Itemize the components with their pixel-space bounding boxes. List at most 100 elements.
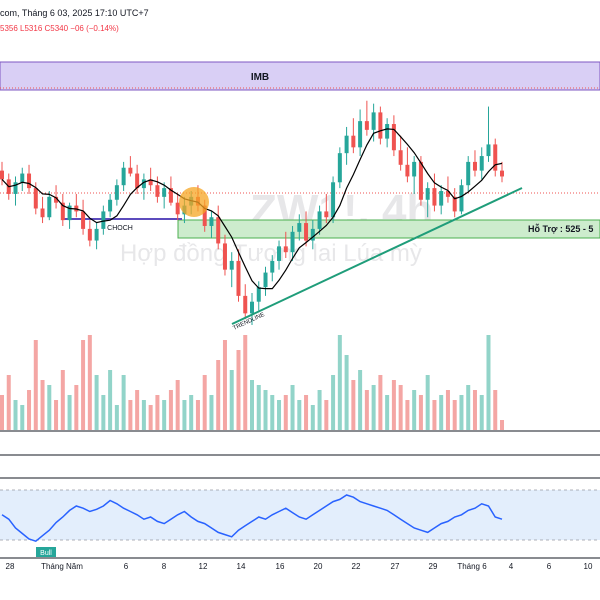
time-axis-label: 10 — [584, 562, 593, 571]
volume-bar — [128, 400, 133, 430]
volume-bar — [479, 395, 484, 430]
imb-label: IMB — [251, 72, 269, 83]
candles-group — [0, 100, 504, 325]
candle-body — [479, 156, 484, 171]
time-axis-label: 22 — [352, 562, 361, 571]
choch-marker-circle — [179, 187, 209, 217]
volume-bar — [108, 370, 113, 430]
volume-bar — [182, 400, 187, 430]
time-axis-label: 6 — [547, 562, 552, 571]
candle-body — [452, 196, 457, 212]
volume-bar — [317, 390, 322, 430]
candle-body — [425, 188, 430, 200]
volume-bar — [141, 400, 146, 430]
bull-badge-label: Bull — [40, 550, 52, 557]
candle-body — [331, 182, 336, 218]
candle-body — [243, 295, 248, 314]
volume-bar — [290, 385, 295, 430]
volume-bar — [452, 400, 457, 430]
candle-body — [121, 167, 126, 186]
candle-body — [418, 161, 423, 200]
volume-bar — [47, 385, 52, 430]
candle-body — [175, 202, 180, 215]
volume-group — [0, 335, 504, 430]
candle-body — [358, 121, 363, 148]
candle-body — [87, 228, 92, 241]
volume-bar — [60, 370, 65, 430]
candle-body — [486, 144, 491, 157]
candle-body — [40, 208, 45, 218]
time-axis-label: Tháng Năm — [41, 562, 83, 571]
candle-body — [432, 188, 437, 206]
time-axis: 28 Tháng Năm 6 8 12 14 16 20 22 27 29 Tháng 6 4 6 10 — [6, 562, 593, 571]
candle-body — [54, 196, 59, 203]
candle-body — [60, 202, 65, 221]
candle-body — [297, 223, 302, 232]
volume-bar — [432, 400, 437, 430]
chart-header: com, Tháng 6 03, 2025 17:10 UTC+7 5356 L… — [0, 0, 600, 40]
candle-body — [20, 173, 25, 183]
time-axis-label: 20 — [314, 562, 323, 571]
rsi-band — [0, 490, 600, 540]
chart-title: com, Tháng 6 03, 2025 17:10 UTC+7 — [0, 8, 149, 18]
volume-bar — [310, 405, 315, 430]
time-axis-label: 27 — [391, 562, 400, 571]
volume-bar — [459, 395, 464, 430]
volume-bar — [54, 400, 59, 430]
candle-body — [209, 217, 214, 226]
candle-body — [13, 182, 18, 194]
candle-body — [27, 173, 32, 189]
volume-bar — [351, 380, 356, 430]
volume-bar — [445, 390, 450, 430]
volume-bar — [391, 380, 396, 430]
support-label: Hỗ Trợ : 525 - 5 — [528, 224, 593, 234]
support-zone — [177, 219, 600, 239]
volume-bar — [236, 350, 241, 430]
volume-bar — [175, 380, 180, 430]
candle-body — [324, 211, 329, 218]
volume-bar — [304, 395, 309, 430]
volume-bar — [74, 385, 79, 430]
candle-body — [202, 205, 207, 226]
volume-bar — [67, 395, 72, 430]
volume-bar — [13, 400, 18, 430]
volume-bar — [0, 395, 4, 430]
candle-body — [94, 228, 99, 241]
volume-bar — [378, 375, 383, 430]
trendline[interactable] — [231, 187, 523, 325]
candle-body — [81, 211, 86, 229]
candle-body — [101, 211, 106, 229]
volume-bar — [101, 395, 106, 430]
volume-bar — [324, 400, 329, 430]
rsi-line — [1, 494, 503, 543]
time-axis-label: 4 — [509, 562, 514, 571]
bull-badge — [36, 547, 56, 557]
candle-body — [229, 260, 234, 270]
volume-bar — [412, 390, 417, 430]
candle-body — [270, 260, 275, 273]
time-axis-label: 6 — [124, 562, 129, 571]
volume-bar — [33, 340, 38, 430]
volume-bar — [243, 335, 248, 430]
volume-bar — [283, 395, 288, 430]
volume-bar — [486, 335, 491, 430]
candle-body — [398, 150, 403, 165]
candle-body — [412, 161, 417, 177]
volume-bar — [189, 395, 194, 430]
candle-body — [493, 144, 498, 171]
candle-body — [304, 223, 309, 241]
candle-body — [500, 170, 504, 177]
imb-zone — [0, 61, 600, 91]
volume-bar — [162, 400, 167, 430]
volume-bar — [270, 395, 275, 430]
candle-body — [466, 161, 471, 186]
candle-body — [405, 164, 410, 177]
volume-bar — [155, 395, 160, 430]
volume-bar — [168, 390, 173, 430]
volume-bar — [425, 375, 430, 430]
candle-body — [283, 246, 288, 253]
volume-bar — [148, 405, 153, 430]
volume-bar — [87, 335, 92, 430]
candle-body — [344, 135, 349, 154]
